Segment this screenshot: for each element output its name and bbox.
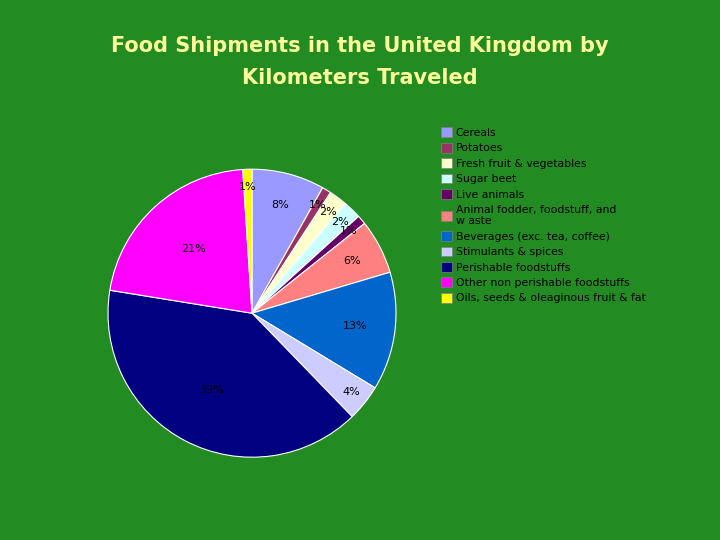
Text: 1%: 1% (309, 200, 326, 210)
Wedge shape (252, 204, 359, 313)
Wedge shape (252, 313, 375, 417)
Wedge shape (110, 170, 252, 313)
Text: 2%: 2% (319, 207, 337, 217)
Text: 1%: 1% (239, 181, 257, 192)
Text: 4%: 4% (342, 387, 360, 397)
Wedge shape (252, 169, 323, 313)
Text: 13%: 13% (343, 321, 367, 332)
Wedge shape (252, 272, 396, 388)
Legend: Cereals, Potatoes, Fresh fruit & vegetables, Sugar beet, Live animals, Animal fo: Cereals, Potatoes, Fresh fruit & vegetab… (438, 124, 649, 307)
Text: 39%: 39% (199, 385, 225, 395)
Text: 6%: 6% (343, 256, 361, 266)
Wedge shape (252, 193, 346, 313)
Text: 21%: 21% (181, 244, 207, 254)
Wedge shape (252, 188, 330, 313)
Text: Kilometers Traveled: Kilometers Traveled (242, 68, 478, 89)
Wedge shape (243, 169, 252, 313)
Text: 1%: 1% (340, 226, 357, 236)
Wedge shape (108, 290, 352, 457)
Wedge shape (252, 217, 364, 313)
Wedge shape (252, 224, 390, 313)
Text: 2%: 2% (331, 217, 349, 227)
Text: Food Shipments in the United Kingdom by: Food Shipments in the United Kingdom by (111, 36, 609, 56)
Text: 8%: 8% (271, 200, 289, 210)
